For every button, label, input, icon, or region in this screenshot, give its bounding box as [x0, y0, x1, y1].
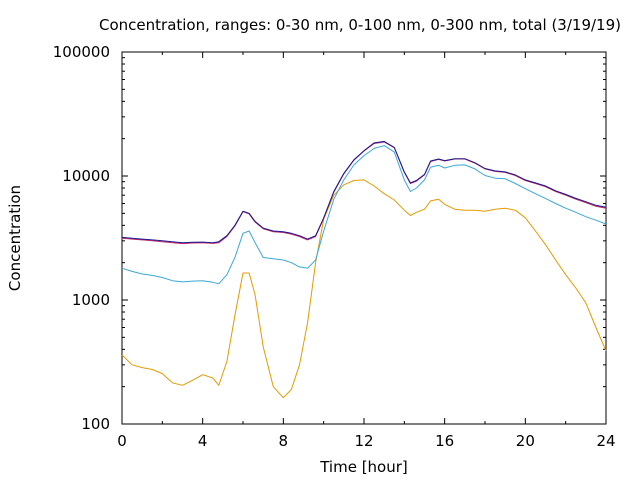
x-axis-label: Time [hour]: [319, 458, 408, 476]
y-axis: 100 1000 10000 100000: [53, 43, 606, 433]
chart-title: Concentration, ranges: 0-30 nm, 0-100 nm…: [99, 16, 621, 34]
x-tick-label: 0: [117, 432, 127, 450]
x-axis: 0 4 8 12 16 20 24: [117, 52, 616, 450]
series-group: [121, 140, 607, 399]
series-line-3: [121, 145, 607, 285]
series-line-1: [121, 140, 607, 244]
series-line-4: [121, 179, 607, 399]
x-tick-label: 12: [354, 432, 373, 450]
y-tick-label: 100000: [53, 43, 110, 61]
x-tick-label: 4: [198, 432, 208, 450]
x-tick-label: 24: [596, 432, 615, 450]
x-tick-label: 20: [516, 432, 535, 450]
y-tick-label: 1000: [72, 291, 110, 309]
y-tick-label: 100: [81, 415, 110, 433]
y-axis-label: Concentration: [6, 185, 24, 291]
x-tick-label: 16: [435, 432, 454, 450]
y-tick-label: 10000: [62, 167, 110, 185]
x-tick-label: 8: [279, 432, 289, 450]
plot-frame: [121, 51, 607, 425]
